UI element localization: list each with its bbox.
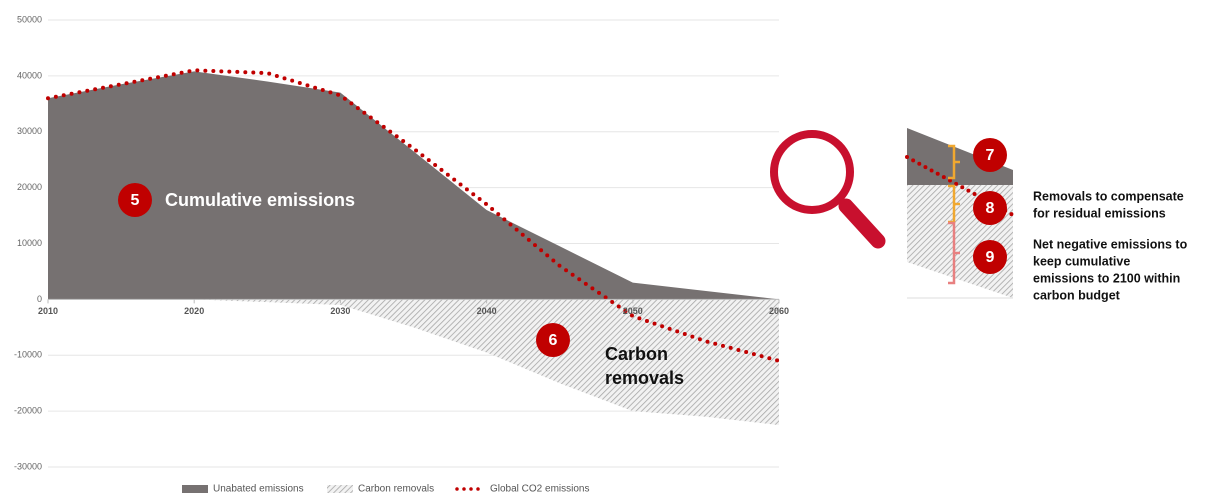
legend-label: Global CO2 emissions — [490, 484, 589, 495]
legend-swatch — [182, 485, 208, 493]
inset-line — [905, 155, 1015, 217]
magnifier-handle — [838, 198, 886, 249]
x-tick-label: 2010 — [38, 306, 58, 316]
annotation: Removals to compensate — [1033, 189, 1184, 203]
annotation: carbon budget — [1033, 288, 1121, 302]
badge-number: 5 — [131, 192, 140, 209]
y-tick-label: 50000 — [17, 14, 42, 24]
y-tick-label: 40000 — [17, 70, 42, 80]
legend-label: Unabated emissions — [213, 484, 304, 495]
badge — [973, 138, 1007, 172]
y-tick-label: 20000 — [17, 182, 42, 192]
bracket — [948, 221, 960, 285]
y-tick-label: -20000 — [14, 406, 42, 416]
annotation: removals — [605, 368, 684, 388]
bracket — [948, 144, 960, 180]
badge — [973, 240, 1007, 274]
x-tick-label: 2040 — [477, 306, 497, 316]
annotation: keep cumulative — [1033, 254, 1130, 268]
series — [46, 68, 781, 426]
badge — [973, 191, 1007, 225]
badge — [118, 183, 152, 217]
badge-number: 7 — [986, 147, 995, 164]
annotation: for residual emissions — [1033, 206, 1166, 220]
badge-number: 9 — [986, 249, 995, 266]
x-tick-label: 2050 — [623, 306, 643, 316]
x-tick-label: 2060 — [769, 306, 789, 316]
y-tick-label: 10000 — [17, 238, 42, 248]
annotation: Cumulative emissions — [165, 190, 355, 210]
area — [48, 71, 779, 300]
area — [48, 299, 779, 426]
badge — [536, 323, 570, 357]
badge-number: 6 — [549, 332, 558, 349]
legend-swatch — [327, 485, 353, 493]
annotation: Carbon — [605, 344, 668, 364]
x-tick-label: 2020 — [184, 306, 204, 316]
plot: -30000 -20000 -10000 0 10000 20000 30000 40000 5… — [14, 14, 789, 471]
badge-number: 8 — [986, 200, 995, 217]
legend-label: Carbon removals — [358, 484, 434, 495]
y-tick-label: 0 — [37, 294, 42, 304]
annotation: emissions to 2100 within — [1033, 271, 1180, 285]
x-tick-label: 2030 — [330, 306, 350, 316]
magnifier — [770, 130, 854, 214]
annotation: Net negative emissions to — [1033, 237, 1188, 251]
y-tick-label: 30000 — [17, 126, 42, 136]
y-tick-label: -10000 — [14, 350, 42, 360]
y-tick-label: -30000 — [14, 461, 42, 471]
